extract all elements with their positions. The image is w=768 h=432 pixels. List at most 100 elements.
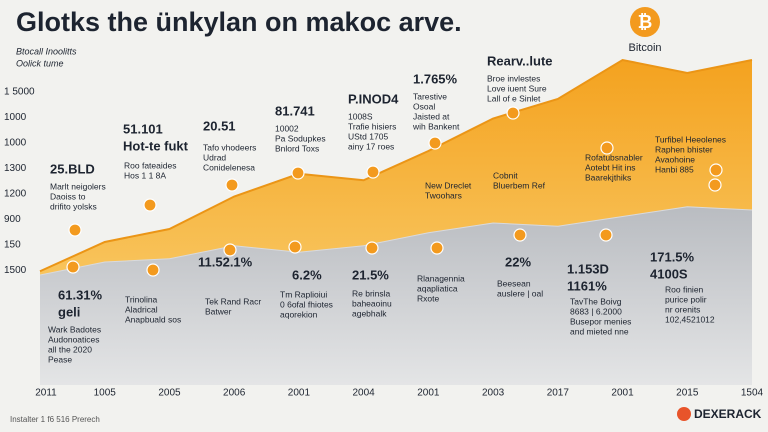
annotation: Udrad	[203, 152, 226, 162]
annotation: 1.153D	[567, 261, 609, 276]
footer: Instalter 1 f6 516 Prerech	[10, 415, 100, 424]
footer-brand: DEXERACK	[694, 407, 762, 421]
annotation: 61.31%	[58, 287, 103, 302]
x-tick-label: 2001	[417, 388, 440, 399]
annotation: UStd 1705	[348, 131, 388, 141]
annotation: Lall of e Sinlet	[487, 93, 541, 103]
coin	[600, 141, 614, 155]
logo-text: Bitcoin	[628, 42, 661, 54]
annotation: Hos 1 1 8A	[124, 170, 166, 180]
annotation: Raphen bhister	[655, 144, 713, 154]
x-tick-label: 2001	[288, 388, 311, 399]
annotation: Re brinsla	[352, 288, 391, 298]
annotation: Wark Badotes	[48, 324, 101, 334]
annotation: 171.5%	[650, 249, 695, 264]
annotation: 1008S	[348, 111, 373, 121]
x-tick-label: 1005	[94, 388, 117, 399]
footer-logo	[677, 407, 691, 421]
coin	[288, 240, 302, 254]
area	[40, 60, 752, 275]
annotation: Roo finien	[665, 284, 704, 294]
annotation: Rearv..lute	[487, 53, 553, 68]
x-tick-label: 1504	[741, 388, 764, 399]
coin	[225, 178, 239, 192]
annotation: Beesean	[497, 278, 531, 288]
annotation: purice polir	[665, 294, 707, 304]
annotation: Rxote	[417, 293, 439, 303]
annotation: Broe invlestes	[487, 73, 540, 83]
x-tick-label: 2004	[353, 388, 376, 399]
coin	[223, 243, 237, 257]
annotation: Batwer	[205, 306, 232, 316]
annotation: 20.51	[203, 118, 236, 133]
coin	[708, 178, 722, 192]
annotation: Conidelenesa	[203, 162, 255, 172]
annotation: baheaoinu	[352, 298, 392, 308]
annotation: 51.101	[123, 121, 163, 136]
annotation: 11.52.1%	[198, 254, 253, 269]
coin	[146, 263, 160, 277]
annotation: Turfibel Heeolenes	[655, 134, 726, 144]
annotation: 25.BLD	[50, 161, 95, 176]
annotation: 1161%	[567, 278, 607, 293]
annotation: Aotebt Hit ins	[585, 162, 636, 172]
annotation: wih Bankent	[412, 121, 460, 131]
annotation: Trinolina	[125, 294, 158, 304]
chart-title: Glotks the ünkylan on makoc arve.	[16, 7, 462, 37]
y-tick-label: 1200	[4, 189, 27, 200]
annotation: Pa Sodupkes	[275, 133, 326, 143]
annotation: 1.765%	[413, 71, 458, 86]
annotation: Hot-te fukt	[123, 138, 189, 153]
annotation: 0 6ofal fhiotes	[280, 299, 333, 309]
annotation: Osoal	[413, 101, 435, 111]
annotation: 102,4521012	[665, 314, 715, 324]
x-tick-label: 2017	[547, 388, 570, 399]
annotation: Rlanagennia	[417, 273, 465, 283]
coin	[513, 228, 527, 242]
annotation: Daoiss to	[50, 191, 86, 201]
y-tick-label: 1 5000	[4, 87, 35, 98]
coin	[709, 163, 723, 177]
annotation: agebhalk	[352, 308, 387, 318]
annotation: Hanbi 885	[655, 164, 694, 174]
annotation: 10002	[275, 123, 299, 133]
annotation: and mieted nne	[570, 326, 629, 336]
coin	[143, 198, 157, 212]
annotation: Tarestive	[413, 91, 447, 101]
y-tick-label: 1000	[4, 112, 27, 123]
annotation: 21.5%	[352, 267, 389, 282]
annotation: Baarekjthiks	[585, 172, 631, 182]
x-tick-label: 2015	[676, 388, 699, 399]
coin	[430, 241, 444, 255]
x-tick-label: 2011	[35, 388, 57, 399]
annotation: 4100S	[650, 266, 688, 281]
y-tick-label: 1000	[4, 138, 27, 149]
coin	[291, 166, 305, 180]
subtitle: Btocall Inoolitts	[16, 46, 77, 56]
annotation: Rofatubsnabler	[585, 152, 643, 162]
annotation: Bnlord Toxs	[275, 143, 319, 153]
annotation: Marlt neigolers	[50, 181, 106, 191]
annotation: P.INOD4	[348, 91, 399, 106]
annotation: 8683 | 6.2000	[570, 306, 622, 316]
y-tick-label: 1300	[4, 163, 27, 174]
bitcoin-symbol: ₿	[638, 12, 653, 32]
annotation: Anapbuald sos	[125, 314, 181, 324]
annotation: 81.741	[275, 103, 315, 118]
annotation: Tafo vhodeers	[203, 142, 256, 152]
coin	[428, 136, 442, 150]
area	[40, 206, 752, 385]
annotation: Twoohars	[425, 190, 462, 200]
annotation: New Dreclet	[425, 180, 472, 190]
y-tick-label: 900	[4, 214, 21, 225]
annotation: TavThe Boivg	[570, 296, 622, 306]
annotation: Cobnit	[493, 170, 518, 180]
annotation: Audonoatices	[48, 334, 100, 344]
annotation: geli	[58, 304, 80, 319]
coin	[599, 228, 613, 242]
annotation: Tm Raplioiui	[280, 289, 327, 299]
annotation: Jaisted at	[413, 111, 450, 121]
annotation: 6.2%	[292, 267, 322, 282]
annotation: drifito yolsks	[50, 201, 97, 211]
plot: 2011 1005 2005 2006 2001 2004 2001 2003 2017 2001…	[4, 53, 764, 398]
